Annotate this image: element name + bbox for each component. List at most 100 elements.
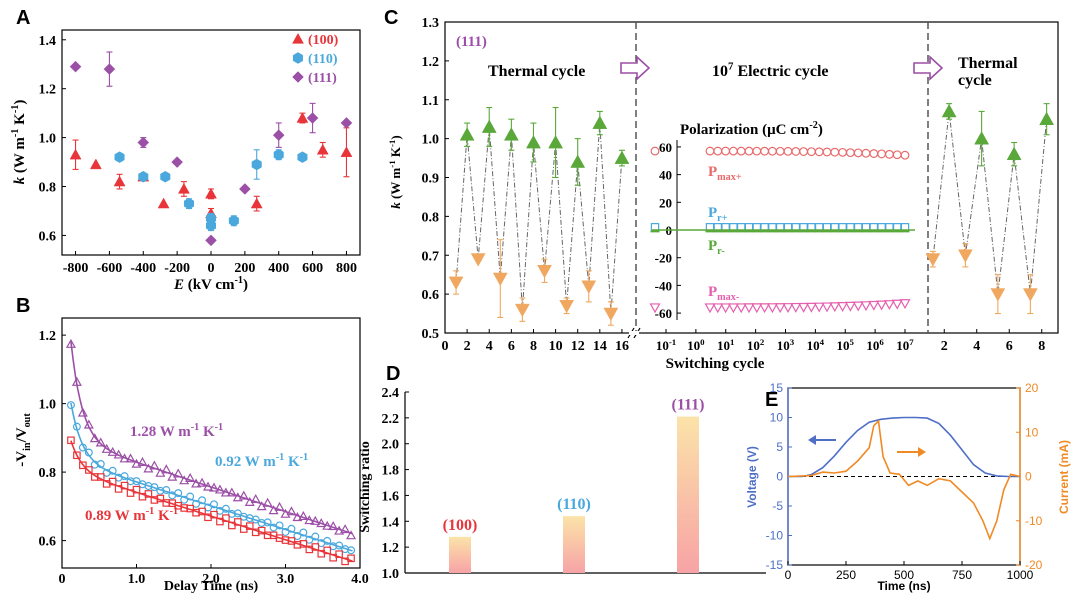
data-point xyxy=(232,492,243,502)
inset-point xyxy=(884,149,894,159)
bar-label: (100) xyxy=(443,517,478,534)
data-point-diamond xyxy=(239,183,251,195)
inset-point xyxy=(650,146,660,156)
inset-point xyxy=(837,302,849,312)
y-tick-label: 1.1 xyxy=(422,94,440,109)
data-point xyxy=(274,501,285,511)
data-point-hexagon xyxy=(138,170,149,183)
crystal-tag: (111) xyxy=(456,34,487,50)
data-point xyxy=(173,468,184,478)
y-tick-label: 1.6 xyxy=(382,489,400,504)
data-point xyxy=(335,550,343,558)
inset-point xyxy=(830,147,840,157)
high-k-point xyxy=(941,103,957,118)
y-tick-label: 0.9 xyxy=(422,172,440,187)
data-point xyxy=(186,504,194,513)
x-tick-label: 100 xyxy=(687,337,705,353)
bar-label: (110) xyxy=(557,496,591,513)
inset-point xyxy=(799,147,809,156)
y-tick-label: 2.0 xyxy=(382,438,400,453)
legend-label: (100) xyxy=(308,33,339,48)
y-tick-label: 0.5 xyxy=(422,327,440,342)
series-label: 0.92 W m-1 K-1 xyxy=(215,452,308,470)
data-point xyxy=(77,407,88,417)
data-point xyxy=(67,436,75,445)
y-tick-label: 2.2 xyxy=(382,412,400,427)
x-axis-label: E (kV cm-1) xyxy=(173,275,248,293)
data-point xyxy=(323,536,332,545)
data-point xyxy=(220,487,231,497)
data-point xyxy=(131,458,142,468)
inset-point xyxy=(814,147,824,157)
data-point xyxy=(108,466,117,475)
x-tick-label: 800 xyxy=(336,261,357,276)
data-point xyxy=(65,338,76,348)
data-point xyxy=(84,448,93,457)
data-point xyxy=(281,527,290,536)
inset-point xyxy=(883,300,895,311)
data-point xyxy=(85,466,93,474)
inset-point xyxy=(752,146,762,156)
data-point-hexagon xyxy=(251,158,262,171)
low-k-point xyxy=(1022,288,1038,302)
legend-marker xyxy=(292,52,304,64)
right-arrow-icon xyxy=(913,55,944,81)
data-point xyxy=(292,512,303,522)
x-tick-label: 8 xyxy=(530,339,537,354)
data-point xyxy=(304,515,315,525)
x-axis-label: Delay Time (ns) xyxy=(164,579,259,594)
panel-letter: D xyxy=(386,363,400,385)
data-point xyxy=(335,541,344,550)
data-point xyxy=(73,451,81,460)
inset-y-tick-label: 40 xyxy=(659,168,672,183)
data-point xyxy=(311,543,320,551)
bar xyxy=(677,416,699,573)
data-point xyxy=(113,449,124,459)
x-tick-label: 103 xyxy=(777,337,795,353)
low-k-point xyxy=(470,253,486,267)
data-point xyxy=(298,510,309,521)
y-axis-label: -Vin/Vout xyxy=(14,413,33,467)
legend-marker xyxy=(292,71,304,83)
data-point xyxy=(185,472,196,482)
section-title: cycle xyxy=(958,72,992,89)
data-point xyxy=(71,376,82,386)
high-k-point xyxy=(1039,111,1055,126)
inset-point xyxy=(721,146,731,156)
high-k-point xyxy=(459,127,475,141)
data-point xyxy=(293,532,302,541)
data-point xyxy=(120,481,129,490)
x-axis-label: Switching cycle xyxy=(666,356,765,372)
x-tick-label: 4 xyxy=(486,339,493,354)
data-point xyxy=(322,520,333,530)
panel-letter: B xyxy=(16,295,30,317)
data-point xyxy=(316,518,327,528)
data-point xyxy=(287,537,296,545)
x-tick-label: 2.0 xyxy=(202,572,220,587)
y-tick-label: 1.8 xyxy=(382,464,400,479)
x-tick-label: 1.0 xyxy=(128,572,146,587)
data-point xyxy=(95,437,106,447)
panel-a: A -800 -600 -400 -200 0 200 400 600 800 0.6 0.8 1.0 1… xyxy=(10,7,361,293)
data-point xyxy=(204,503,213,512)
inset-series-label: Pmax- xyxy=(708,284,740,303)
data-point-triangle xyxy=(340,146,353,157)
data-point-triangle xyxy=(250,197,263,209)
y-tick-label: 0.6 xyxy=(422,288,440,303)
data-point xyxy=(257,526,266,535)
data-point xyxy=(120,472,129,481)
section-title: Thermal xyxy=(958,55,1018,72)
data-point xyxy=(263,518,272,527)
data-point xyxy=(341,545,350,554)
data-point-triangle xyxy=(316,143,329,155)
inset-point xyxy=(861,148,871,158)
data-point xyxy=(72,422,81,431)
plot-frame xyxy=(61,317,361,569)
right-axis-label: Current (mA) xyxy=(1057,440,1071,514)
data-point xyxy=(144,482,153,491)
data-point xyxy=(311,532,320,541)
x-tick-label: 106 xyxy=(866,337,884,353)
data-point-diamond xyxy=(69,60,82,73)
inset-y-tick-label: -60 xyxy=(655,306,672,321)
data-point xyxy=(156,486,165,495)
